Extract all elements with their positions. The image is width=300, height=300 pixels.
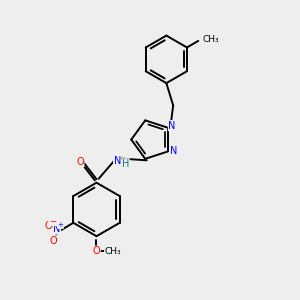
Text: O: O: [50, 236, 57, 246]
Text: CH₃: CH₃: [104, 247, 121, 256]
Text: −: −: [49, 217, 56, 226]
Text: H: H: [122, 159, 129, 169]
Text: +: +: [58, 223, 64, 229]
Text: O: O: [45, 221, 52, 231]
Text: N: N: [168, 121, 176, 130]
Text: CH₃: CH₃: [202, 34, 219, 43]
Text: N: N: [53, 224, 61, 234]
Text: N: N: [114, 156, 121, 166]
Text: N: N: [170, 146, 178, 157]
Text: O: O: [93, 246, 100, 256]
Text: O: O: [76, 157, 84, 167]
